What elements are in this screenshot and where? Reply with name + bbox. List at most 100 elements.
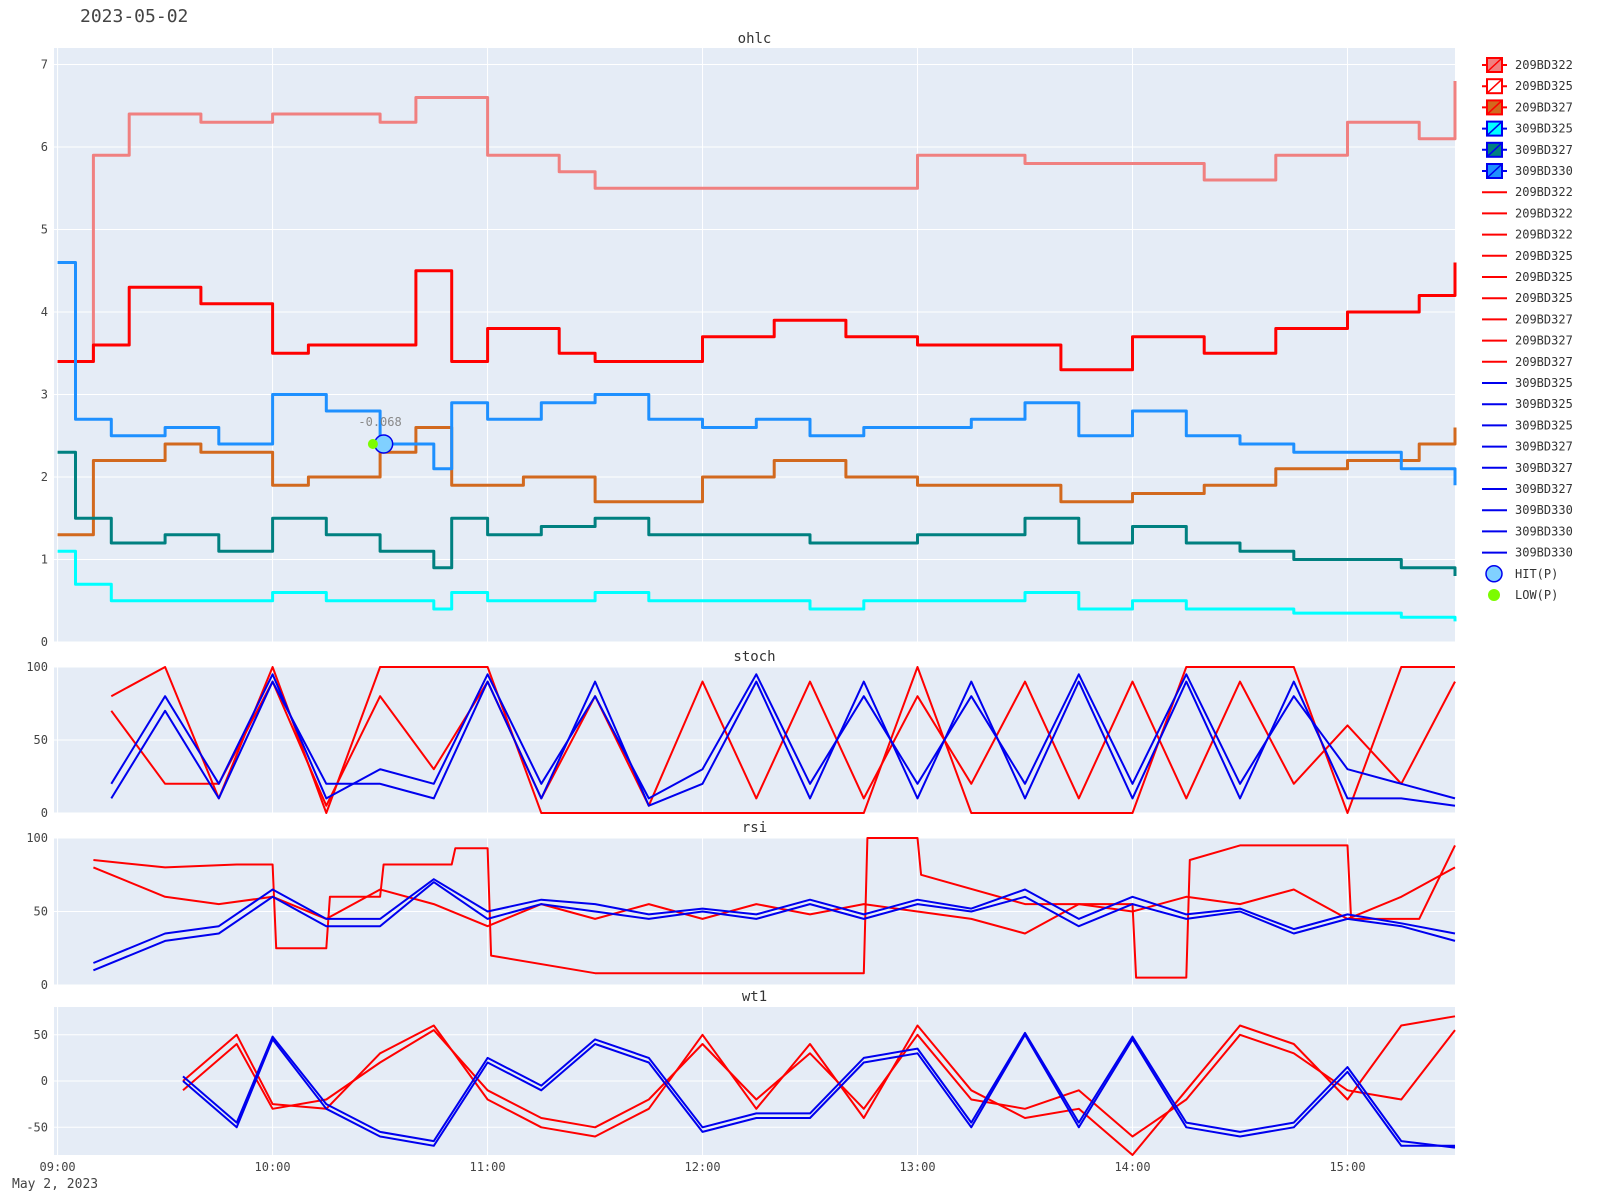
y-tick-label: 50	[34, 905, 48, 919]
y-tick-label: 0	[41, 978, 48, 992]
legend-label: 309BD330	[1515, 546, 1573, 560]
legend-label: 309BD325	[1515, 376, 1573, 390]
legend-label: 209BD325	[1515, 249, 1573, 263]
y-tick-label: 0	[41, 1074, 48, 1088]
panel-rsi: rsi 0 50 100	[26, 820, 1456, 992]
legend-label: 309BD330	[1515, 164, 1573, 178]
y-tick-label: 50	[34, 1028, 48, 1042]
legend-item[interactable]: 309BD327	[1482, 461, 1573, 475]
legend-item[interactable]: LOW(P)	[1488, 588, 1558, 602]
legend-item[interactable]: 209BD327	[1482, 312, 1573, 326]
legend-item[interactable]: 309BD330	[1482, 503, 1573, 517]
legend-swatch-slash	[1487, 100, 1502, 114]
panel-title: wt1	[742, 989, 767, 1005]
y-tick-label: 6	[41, 140, 48, 154]
legend-label: 209BD327	[1515, 100, 1573, 114]
y-tick-label: 4	[41, 305, 48, 319]
x-tick-label: 09:00	[40, 1160, 76, 1174]
legend-label: 209BD322	[1515, 228, 1573, 242]
legend-label: 309BD330	[1515, 524, 1573, 538]
series-line-209BD322	[182, 1015, 1456, 1156]
y-tick-label: 7	[41, 58, 48, 72]
x-tick-label: 13:00	[899, 1160, 935, 1174]
legend-swatch-circle	[1485, 565, 1503, 583]
series-line-209BD327	[57, 426, 1457, 537]
legend-item[interactable]: 309BD330	[1482, 524, 1573, 538]
series-line-309BD325	[182, 1033, 1455, 1147]
series-line-209BD325	[93, 866, 1456, 935]
panel-title: ohlc	[738, 31, 772, 47]
x-tick-label: 15:00	[1329, 1160, 1365, 1174]
legend-label: 209BD325	[1515, 79, 1573, 93]
legend-item[interactable]: 209BD327	[1482, 355, 1573, 369]
y-tick-label: 5	[41, 223, 48, 237]
panel-stoch: stoch 0 50 100	[26, 649, 1456, 820]
legend-label: 209BD322	[1515, 185, 1573, 199]
series-line-309BD327	[182, 1031, 1456, 1149]
y-tick-label: 0	[41, 806, 48, 820]
legend-item[interactable]: 209BD322	[1482, 206, 1573, 220]
x-tick-label: 10:00	[255, 1160, 291, 1174]
page-title: 2023-05-02	[80, 6, 189, 27]
legend-label: 309BD327	[1515, 482, 1573, 496]
legend-label: 309BD327	[1515, 143, 1573, 157]
legend-item[interactable]: 209BD325	[1482, 270, 1573, 284]
legend[interactable]: 209BD322 209BD325 209BD327 309BD325 309BD327…	[1482, 57, 1573, 602]
legend-item[interactable]: 209BD325	[1482, 249, 1573, 263]
y-tick-label: -50	[26, 1120, 48, 1134]
panel-wt1: wt1 -50 0 50 09:00 10:00 11:00 12:00 13:00 14:00 1…	[26, 989, 1456, 1174]
legend-item[interactable]: HIT(P)	[1485, 565, 1558, 583]
legend-swatch-slash	[1487, 143, 1502, 157]
panel-title: stoch	[733, 649, 775, 665]
y-tick-label: 3	[41, 388, 48, 402]
legend-item[interactable]: 309BD327	[1482, 141, 1573, 158]
legend-label: 209BD327	[1515, 312, 1573, 326]
legend-item[interactable]: 209BD322	[1482, 185, 1573, 199]
legend-label: HIT(P)	[1515, 567, 1558, 581]
legend-item[interactable]: 209BD327	[1482, 334, 1573, 348]
y-tick-label: 1	[41, 553, 48, 567]
series-line-209BD322	[57, 81, 1457, 363]
annotation-label: -0.068	[358, 415, 401, 429]
legend-label: 209BD325	[1515, 291, 1573, 305]
series-line-209BD325	[57, 262, 1457, 372]
series-line-309BD327	[110, 673, 1456, 800]
panel-ohlc: ohlc 0 1 2 3 4 5 6 7 -0.068	[41, 31, 1457, 649]
legend-label: 309BD327	[1515, 461, 1573, 475]
legend-swatch-slash	[1487, 58, 1502, 72]
y-tick-label: 0	[41, 635, 48, 649]
legend-item[interactable]: 209BD322	[1482, 57, 1573, 73]
legend-item[interactable]: 309BD325	[1482, 376, 1573, 390]
legend-item[interactable]: 209BD325	[1482, 78, 1573, 95]
legend-label: 209BD327	[1515, 355, 1573, 369]
y-tick-label: 100	[26, 660, 48, 674]
series-line-309BD327	[57, 450, 1457, 576]
x-tick-label: 14:00	[1114, 1160, 1150, 1174]
series-line-209BD325	[182, 1029, 1456, 1138]
legend-item[interactable]: 309BD325	[1482, 418, 1573, 432]
y-tick-label: 50	[34, 733, 48, 747]
legend-label: 309BD325	[1515, 122, 1573, 136]
legend-label: 209BD325	[1515, 270, 1573, 284]
legend-item[interactable]: 309BD330	[1482, 546, 1573, 560]
x-tick-label: 11:00	[469, 1160, 505, 1174]
legend-item[interactable]: 209BD322	[1482, 228, 1573, 242]
legend-swatch-slash	[1487, 164, 1502, 178]
legend-item[interactable]: 209BD327	[1482, 99, 1573, 116]
legend-item[interactable]: 309BD327	[1482, 440, 1573, 454]
legend-item[interactable]: 209BD325	[1482, 291, 1573, 305]
legend-label: 209BD322	[1515, 58, 1573, 72]
legend-label: 309BD327	[1515, 440, 1573, 454]
series-line-309BD325	[93, 881, 1456, 972]
y-tick-label: 100	[26, 831, 48, 845]
legend-item[interactable]: 309BD327	[1482, 482, 1573, 496]
plot-background	[54, 48, 1455, 642]
legend-item[interactable]: 309BD325	[1482, 397, 1573, 411]
legend-item[interactable]: 309BD325	[1482, 120, 1573, 137]
series-line-309BD327	[93, 878, 1456, 964]
legend-item[interactable]: 309BD330	[1482, 163, 1573, 179]
legend-label: 209BD327	[1515, 334, 1573, 348]
legend-swatch-slash	[1487, 79, 1502, 93]
legend-label: 309BD325	[1515, 397, 1573, 411]
